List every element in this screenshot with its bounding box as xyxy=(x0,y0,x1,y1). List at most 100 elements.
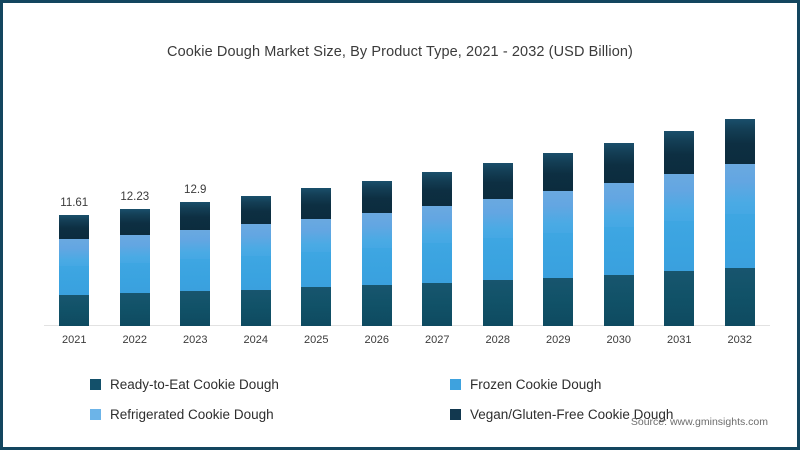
bar-segment[interactable] xyxy=(119,262,150,294)
bar-slot[interactable] xyxy=(603,142,634,326)
bar-value-label: 12.23 xyxy=(120,190,150,203)
bar-segment[interactable] xyxy=(422,172,453,207)
legend-swatch-icon xyxy=(450,378,461,390)
bar-segment[interactable] xyxy=(543,153,574,192)
legend-label: Frozen Cookie Dough xyxy=(470,376,602,392)
x-axis-tick-labels: 2021 2022 2023 2024 2025 2026 2027 2028 2029 2030… xyxy=(44,334,770,352)
stacked-bar[interactable] xyxy=(543,153,574,326)
bar-slot[interactable] xyxy=(543,153,574,326)
bar-slot[interactable] xyxy=(301,188,332,326)
bar-segment[interactable] xyxy=(59,265,90,295)
bar-slot[interactable] xyxy=(361,180,392,326)
bar-slot[interactable] xyxy=(240,195,271,326)
legend-item[interactable]: Refrigerated Cookie Dough xyxy=(90,407,450,422)
stacked-bar[interactable] xyxy=(603,142,634,326)
bar-segment[interactable] xyxy=(240,255,271,290)
bar-segment[interactable] xyxy=(240,224,271,256)
bar-segment[interactable] xyxy=(543,232,574,278)
bar-segment[interactable] xyxy=(301,251,332,288)
chart-title: Cookie Dough Market Size, By Product Typ… xyxy=(167,44,633,60)
bar-segment[interactable] xyxy=(119,208,150,235)
bar-segment[interactable] xyxy=(180,259,211,292)
bar-segment[interactable] xyxy=(603,182,634,228)
stacked-bar[interactable]: 12.9 xyxy=(180,184,211,326)
bar-value-label: 12.9 xyxy=(184,184,207,197)
bar-segment[interactable] xyxy=(180,202,211,230)
legend-swatch-icon xyxy=(450,408,461,420)
bar-segment[interactable] xyxy=(603,274,634,326)
bar-segment[interactable] xyxy=(724,214,755,268)
bar-segment[interactable] xyxy=(603,142,634,183)
bar-segment[interactable] xyxy=(543,191,574,233)
stacked-bar[interactable]: 11.61 xyxy=(59,197,90,326)
bar-segment[interactable] xyxy=(59,239,90,266)
stacked-bar[interactable] xyxy=(240,195,271,326)
x-axis-label-2023: 2023 xyxy=(183,334,208,346)
bar-segment[interactable] xyxy=(724,164,755,215)
source-attribution: Source: www.gminsights.com xyxy=(630,416,768,428)
stacked-bar[interactable] xyxy=(301,188,332,326)
legend-label: Ready-to-Eat Cookie Dough xyxy=(110,376,279,392)
bar-segment[interactable] xyxy=(240,289,271,326)
bar-segment[interactable] xyxy=(422,282,453,326)
x-axis-label-2032: 2032 xyxy=(727,334,752,346)
legend-swatch-icon xyxy=(90,378,101,390)
bar-slot[interactable] xyxy=(724,118,755,326)
stacked-bar[interactable]: 12.23 xyxy=(119,191,150,326)
bar-segment[interactable] xyxy=(422,243,453,283)
stacked-bar[interactable] xyxy=(422,172,453,326)
bar-segment[interactable] xyxy=(543,277,574,326)
x-axis-label-2026: 2026 xyxy=(364,334,389,346)
stacked-bar[interactable] xyxy=(482,163,513,326)
legend-swatch-icon xyxy=(90,408,101,420)
bar-slot[interactable] xyxy=(422,172,453,326)
bar-value-label: 11.61 xyxy=(60,196,89,209)
bar-segment[interactable] xyxy=(301,188,332,219)
legend-label: Vegan/Gluten-Free Cookie Dough xyxy=(470,406,674,422)
bar-segment[interactable] xyxy=(180,291,211,326)
bar-segment[interactable] xyxy=(180,229,211,260)
bar-segment[interactable] xyxy=(361,247,392,286)
legend-item[interactable]: Ready-to-Eat Cookie Dough xyxy=(90,377,450,392)
bar-segment[interactable] xyxy=(59,294,90,326)
stacked-bar[interactable] xyxy=(664,131,695,326)
bar-segment[interactable] xyxy=(301,218,332,252)
bar-segment[interactable] xyxy=(361,180,392,213)
bar-slot[interactable] xyxy=(482,163,513,326)
bar-slot[interactable]: 12.23 xyxy=(119,191,150,326)
bar-segment[interactable] xyxy=(119,293,150,326)
x-axis-label-2022: 2022 xyxy=(122,334,147,346)
bar-segment[interactable] xyxy=(482,163,513,199)
bar-segment[interactable] xyxy=(482,238,513,281)
bar-segment[interactable] xyxy=(664,220,695,272)
bar-segment[interactable] xyxy=(482,198,513,239)
bar-segment[interactable] xyxy=(59,214,90,240)
bar-segment[interactable] xyxy=(240,195,271,225)
legend-label: Refrigerated Cookie Dough xyxy=(110,406,274,422)
stacked-bar[interactable] xyxy=(724,118,755,326)
bar-segment[interactable] xyxy=(422,206,453,244)
bar-slot[interactable]: 12.9 xyxy=(180,184,211,326)
stacked-bar[interactable] xyxy=(361,180,392,326)
legend-item[interactable]: Vegan/Gluten-Free Cookie Dough xyxy=(450,407,720,422)
bar-slot[interactable] xyxy=(664,131,695,326)
bar-segment[interactable] xyxy=(664,174,695,221)
bar-segment[interactable] xyxy=(119,234,150,263)
bar-segment[interactable] xyxy=(664,271,695,326)
bar-segment[interactable] xyxy=(724,267,755,326)
bar-segment[interactable] xyxy=(301,287,332,326)
x-axis-label-2024: 2024 xyxy=(243,334,268,346)
bar-segment[interactable] xyxy=(724,118,755,165)
chart-card-inner: Cookie Dough Market Size, By Product Typ… xyxy=(6,6,794,444)
bar-slot[interactable]: 11.61 xyxy=(59,197,90,326)
legend-item[interactable]: Frozen Cookie Dough xyxy=(450,377,720,392)
bar-segment[interactable] xyxy=(664,131,695,175)
bar-segment[interactable] xyxy=(361,285,392,326)
bar-segment[interactable] xyxy=(603,227,634,275)
x-axis-label-2028: 2028 xyxy=(485,334,510,346)
x-axis-label-2021: 2021 xyxy=(62,334,87,346)
bar-segment[interactable] xyxy=(361,212,392,248)
bar-segment[interactable] xyxy=(482,280,513,326)
plot-area: 11.61 12.23 12.9 xyxy=(44,96,770,326)
